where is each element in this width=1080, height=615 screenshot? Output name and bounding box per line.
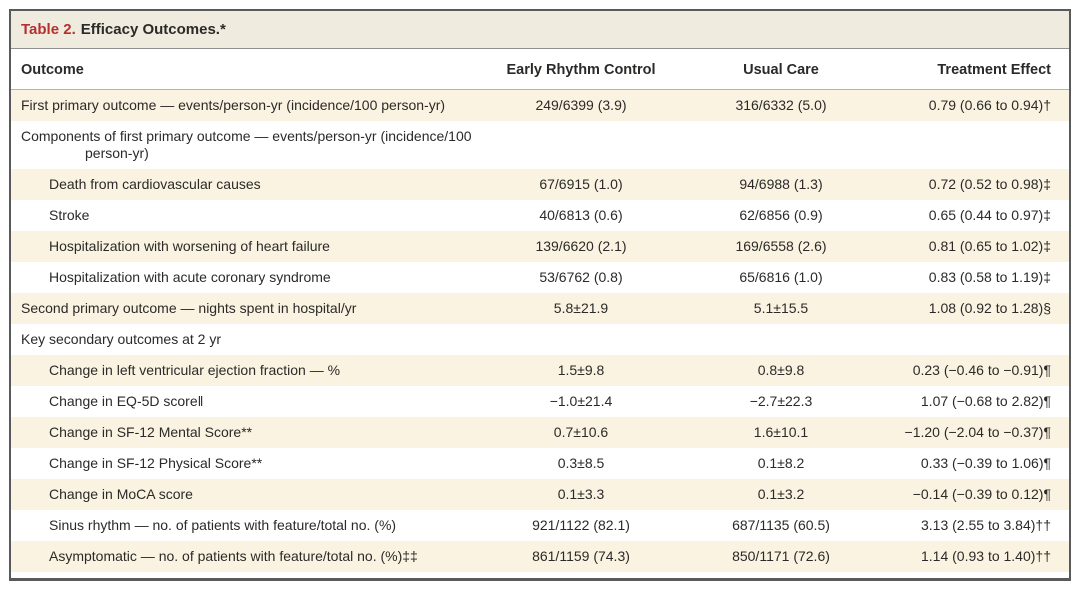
early-rhythm-control-value: 5.8±21.9 [553,300,609,316]
table-row: Change in SF-12 Physical Score** 0.3±8.5… [11,448,1069,479]
column-header-usual-care: Usual Care [681,49,881,90]
outcome-label: Stroke [49,207,90,223]
treatment-effect-value: 1.08 (0.92 to 1.28)§ [928,300,1051,316]
usual-care-value: 94/6988 (1.3) [739,176,823,192]
outcome-label: Components of first primary outcome — ev… [21,128,472,161]
treatment-effect-value: 0.65 (0.44 to 0.97)‡ [928,207,1051,223]
outcome-label: Sinus rhythm — no. of patients with feat… [49,517,397,533]
treatment-effect-value: 0.79 (0.66 to 0.94)† [928,97,1051,113]
usual-care-value: 5.1±15.5 [753,300,809,316]
efficacy-outcomes-table: Table 2. Efficacy Outcomes.* Outcome Earl… [9,9,1071,581]
treatment-effect-value: 0.72 (0.52 to 0.98)‡ [928,176,1051,192]
usual-care-value: 62/6856 (0.9) [739,207,823,223]
early-rhythm-control-value: 67/6915 (1.0) [539,176,623,192]
table-title-text: Efficacy Outcomes.* [80,21,226,38]
early-rhythm-control-value: 0.7±10.6 [553,424,609,440]
table-row: First primary outcome — events/person-yr… [11,89,1069,121]
outcome-label: Change in SF-12 Mental Score** [49,424,253,440]
early-rhythm-control-value: −1.0±21.4 [549,393,613,409]
early-rhythm-control-value [481,324,681,355]
usual-care-value: −2.7±22.3 [749,393,813,409]
usual-care-value: 0.1±3.2 [757,486,805,502]
early-rhythm-control-value: 139/6620 (2.1) [535,238,627,254]
usual-care-value: 1.6±10.1 [753,424,809,440]
early-rhythm-control-value: 249/6399 (3.9) [535,97,627,113]
usual-care-value: 316/6332 (5.0) [735,97,827,113]
treatment-effect-value: 0.81 (0.65 to 1.02)‡ [928,238,1051,254]
usual-care-value: 169/6558 (2.6) [735,238,827,254]
early-rhythm-control-value: 40/6813 (0.6) [539,207,623,223]
early-rhythm-control-value: 1.5±9.8 [557,362,605,378]
table-row: Change in left ventricular ejection frac… [11,355,1069,386]
usual-care-value: 850/1171 (72.6) [732,548,830,564]
treatment-effect-value: −1.20 (−2.04 to −0.37)¶ [904,424,1051,440]
outcome-label: Death from cardiovascular causes [49,176,261,192]
table-row: Second primary outcome — nights spent in… [11,293,1069,324]
bottom-spacer [11,572,1069,578]
treatment-effect-value [881,121,1069,169]
table-row: Hospitalization with acute coronary synd… [11,262,1069,293]
table-row: Change in SF-12 Mental Score** 0.7±10.6 … [11,417,1069,448]
outcome-label: Asymptomatic — no. of patients with feat… [49,548,418,564]
table-row: Asymptomatic — no. of patients with feat… [11,541,1069,572]
table-row: Change in EQ-5D score‖ −1.0±21.4 −2.7±22… [11,386,1069,417]
early-rhythm-control-value: 53/6762 (0.8) [539,269,623,285]
outcome-label: Change in MoCA score [49,486,193,502]
usual-care-value: 0.1±8.2 [757,455,805,471]
outcomes-data-table: Outcome Early Rhythm Control Usual Care … [11,49,1069,578]
column-header-treatment-effect: Treatment Effect [881,49,1069,90]
usual-care-value [681,324,881,355]
usual-care-value: 687/1135 (60.5) [732,517,830,533]
table-number-label: Table 2. [21,21,76,38]
usual-care-value: 0.8±9.8 [757,362,805,378]
table-row: Sinus rhythm — no. of patients with feat… [11,510,1069,541]
outcome-label: Change in left ventricular ejection frac… [49,362,341,378]
table-body: First primary outcome — events/person-yr… [11,89,1069,578]
early-rhythm-control-value: 0.3±8.5 [557,455,605,471]
treatment-effect-value: 0.23 (−0.46 to −0.91)¶ [912,362,1051,378]
table-row: Death from cardiovascular causes 67/6915… [11,169,1069,200]
treatment-effect-value: −0.14 (−0.39 to 0.12)¶ [912,486,1051,502]
outcome-label: Change in EQ-5D score‖ [49,393,204,409]
usual-care-value: 65/6816 (1.0) [739,269,823,285]
early-rhythm-control-value: 861/1159 (74.3) [532,548,630,564]
table-row: Hospitalization with worsening of heart … [11,231,1069,262]
header-row: Outcome Early Rhythm Control Usual Care … [11,49,1069,90]
table-title-bar: Table 2. Efficacy Outcomes.* [11,11,1069,49]
early-rhythm-control-value: 0.1±3.3 [557,486,605,502]
treatment-effect-value: 0.83 (0.58 to 1.19)‡ [928,269,1051,285]
table-row: Change in MoCA score 0.1±3.3 0.1±3.2 −0.… [11,479,1069,510]
table-row: Stroke 40/6813 (0.6) 62/6856 (0.9) 0.65 … [11,200,1069,231]
treatment-effect-value: 3.13 (2.55 to 3.84)†† [921,517,1051,533]
usual-care-value [681,121,881,169]
outcome-label: Key secondary outcomes at 2 yr [21,331,221,347]
treatment-effect-value: 1.14 (0.93 to 1.40)†† [921,548,1051,564]
table-row: Components of first primary outcome — ev… [11,121,1069,169]
table-row: Key secondary outcomes at 2 yr [11,324,1069,355]
outcome-label: First primary outcome — events/person-yr… [21,97,446,113]
treatment-effect-value [881,324,1069,355]
early-rhythm-control-value [481,121,681,169]
outcome-label: Change in SF-12 Physical Score** [49,455,263,471]
treatment-effect-value: 0.33 (−0.39 to 1.06)¶ [920,455,1051,471]
treatment-effect-value: 1.07 (−0.68 to 2.82)¶ [920,393,1051,409]
outcome-label: Second primary outcome — nights spent in… [21,300,357,316]
column-header-outcome: Outcome [11,49,481,90]
outcome-label: Hospitalization with worsening of heart … [49,238,330,254]
outcome-label: Hospitalization with acute coronary synd… [49,269,331,285]
column-header-early-rhythm-control: Early Rhythm Control [481,49,681,90]
table-header: Outcome Early Rhythm Control Usual Care … [11,49,1069,90]
early-rhythm-control-value: 921/1122 (82.1) [532,517,630,533]
